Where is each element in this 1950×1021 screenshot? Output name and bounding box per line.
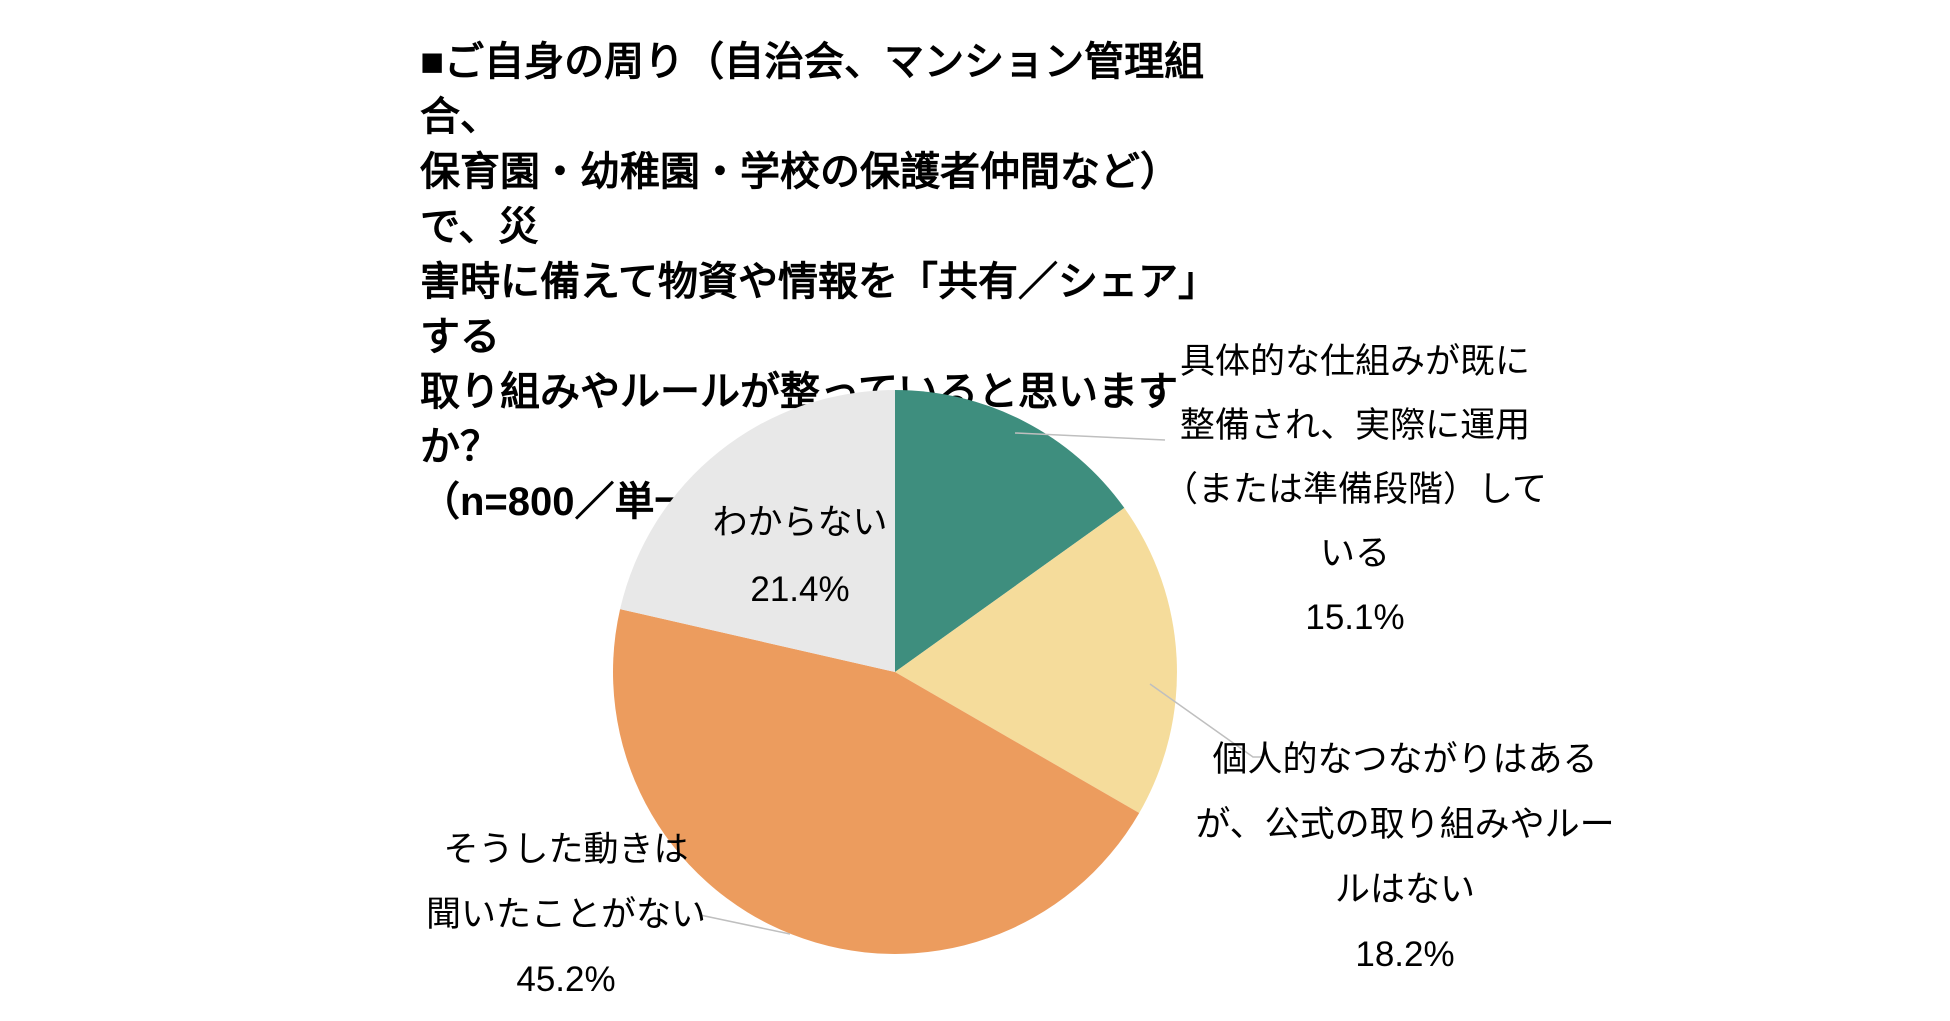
leader-line-never-heard [699,914,791,935]
leader-line-established [1014,432,1166,441]
pie-slice-3 [620,389,895,672]
label-never-heard: そうした動きは 聞いたことがない 45.2% [425,830,707,999]
label-personal: 個人的なつながりはある が、公式の取り組みやルー ルはない 18.2% [1195,740,1615,974]
leader-line-personal [1149,683,1262,758]
label-unknown: わからない 21.4% [712,503,888,609]
pie-slice-0 [895,390,1125,672]
pie-slice-1 [895,507,1177,813]
pie-slices [613,389,1177,954]
pie-slice-2 [613,609,1140,954]
label-established: 具体的な仕組みが既に 整備され、実際に運用 （または準備段階）して いる 15.… [1163,342,1547,637]
